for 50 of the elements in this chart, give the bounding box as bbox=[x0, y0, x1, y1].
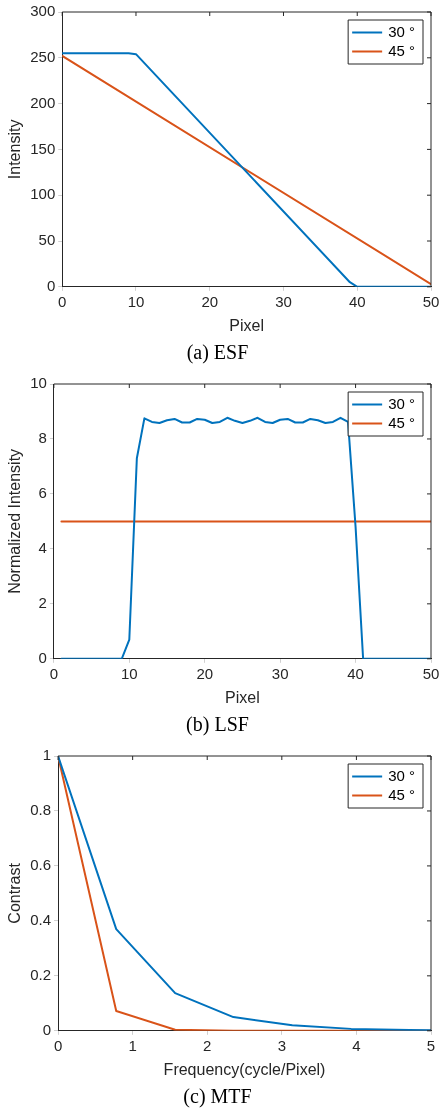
x-tick-label: 30 bbox=[275, 292, 292, 310]
text: (b) LSF bbox=[186, 713, 249, 737]
y-tick-label: 0 bbox=[38, 648, 47, 666]
x-tick-label: 4 bbox=[352, 1036, 361, 1054]
y-tick-label: 1 bbox=[42, 746, 52, 764]
text: (a) ESF bbox=[186, 341, 249, 365]
x-tick-label: 2 bbox=[203, 1036, 212, 1054]
x-tick-label: 10 bbox=[120, 664, 138, 682]
legend-label: 30 ° bbox=[388, 22, 416, 40]
x-tick-label: 50 bbox=[422, 664, 440, 682]
x-tick-label: 20 bbox=[201, 292, 219, 310]
y-tick-label: 250 bbox=[30, 47, 56, 65]
x-tick-label: 30 bbox=[271, 664, 289, 682]
y-tick-label: 100 bbox=[30, 185, 56, 203]
y-tick-label: 4 bbox=[38, 539, 47, 557]
y-tick-label: 0.4 bbox=[30, 911, 52, 929]
y-tick-label: 2 bbox=[38, 593, 47, 611]
y-tick-label: 0.8 bbox=[30, 801, 52, 819]
x-tick-label: 50 bbox=[422, 292, 440, 310]
x-axis-title: Pixel bbox=[225, 688, 260, 706]
x-axis-title: Frequency(cycle/Pixel) bbox=[163, 1060, 326, 1078]
y-tick-label: 8 bbox=[38, 429, 47, 447]
y-tick-label: 50 bbox=[38, 231, 56, 249]
x-tick-label: 1 bbox=[128, 1036, 137, 1054]
text: (c) MTF bbox=[183, 1085, 252, 1109]
y-axis-title: Normalized Intensity bbox=[6, 448, 24, 594]
x-tick-label: 5 bbox=[426, 1036, 436, 1054]
legend-label: 45 ° bbox=[388, 785, 416, 803]
legend-label: 30 ° bbox=[388, 394, 416, 412]
legend-label: 45 ° bbox=[388, 41, 416, 59]
y-tick-label: 0 bbox=[46, 276, 56, 294]
legend-label: 30 ° bbox=[388, 766, 416, 784]
y-tick-label: 0 bbox=[42, 1020, 52, 1038]
y-tick-label: 10 bbox=[30, 374, 47, 392]
x-axis-title: Pixel bbox=[229, 316, 264, 334]
y-tick-label: 150 bbox=[30, 139, 56, 157]
x-tick-label: 10 bbox=[127, 292, 145, 310]
y-tick-label: 300 bbox=[30, 2, 56, 20]
legend-label: 45 ° bbox=[388, 413, 416, 431]
x-tick-label: 40 bbox=[348, 292, 366, 310]
y-tick-label: 0.2 bbox=[30, 965, 52, 983]
y-tick-label: 200 bbox=[30, 93, 56, 111]
y-axis-title: Contrast bbox=[6, 862, 24, 924]
y-axis-title: Intensity bbox=[6, 119, 24, 180]
y-tick-label: 6 bbox=[38, 484, 47, 502]
x-tick-label: 3 bbox=[277, 1036, 286, 1054]
x-tick-label: 0 bbox=[58, 292, 67, 310]
y-tick-label: 0.6 bbox=[30, 856, 52, 874]
x-tick-label: 40 bbox=[347, 664, 364, 682]
x-tick-label: 20 bbox=[196, 664, 214, 682]
